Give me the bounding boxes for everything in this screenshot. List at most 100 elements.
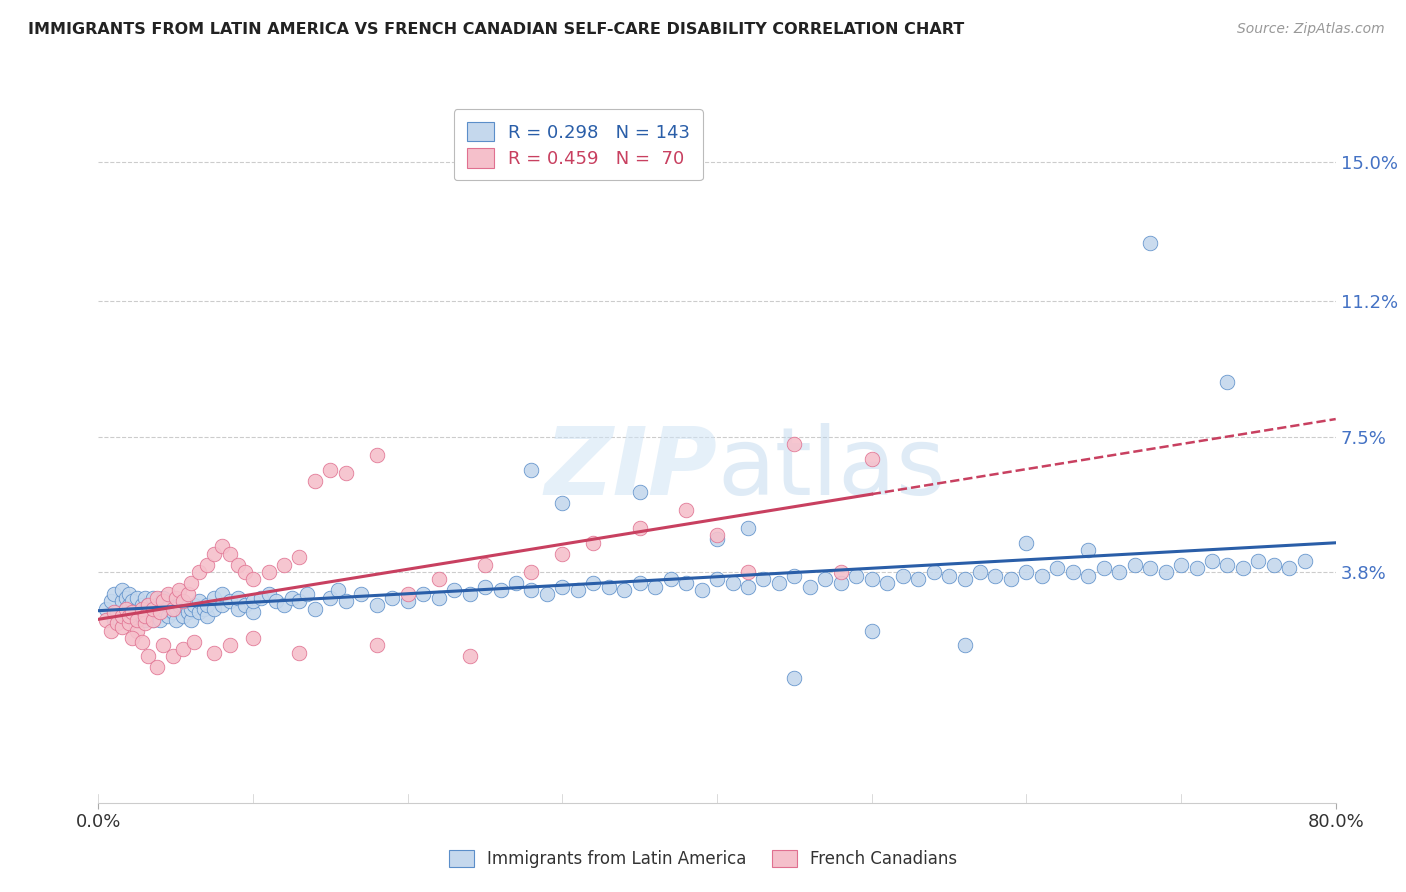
Point xyxy=(474,580,496,594)
Point xyxy=(250,591,273,605)
Point xyxy=(165,591,187,605)
Point xyxy=(177,587,200,601)
Point xyxy=(204,601,226,615)
Point xyxy=(121,594,143,608)
Point xyxy=(953,573,976,587)
Point xyxy=(1170,558,1192,572)
Point xyxy=(489,583,512,598)
Point xyxy=(118,587,141,601)
Point xyxy=(211,540,233,554)
Point xyxy=(121,606,143,620)
Point xyxy=(211,587,233,601)
Point xyxy=(412,587,434,601)
Point xyxy=(242,573,264,587)
Point xyxy=(675,503,697,517)
Point xyxy=(690,583,713,598)
Point xyxy=(142,613,165,627)
Point xyxy=(536,587,558,601)
Point xyxy=(149,601,172,615)
Point xyxy=(737,521,759,535)
Point xyxy=(783,437,806,451)
Point xyxy=(103,613,125,627)
Point xyxy=(204,646,226,660)
Point xyxy=(167,583,190,598)
Point xyxy=(165,601,187,615)
Point xyxy=(675,576,697,591)
Point xyxy=(266,594,288,608)
Point xyxy=(100,594,122,608)
Point xyxy=(136,598,159,612)
Point xyxy=(1000,573,1022,587)
Point xyxy=(613,583,636,598)
Point xyxy=(737,565,759,579)
Point xyxy=(121,606,143,620)
Point xyxy=(131,598,153,612)
Point xyxy=(131,634,153,648)
Point xyxy=(146,591,169,605)
Point xyxy=(177,606,200,620)
Point xyxy=(118,609,141,624)
Point xyxy=(427,573,450,587)
Point xyxy=(165,613,187,627)
Point xyxy=(188,606,211,620)
Point xyxy=(1031,568,1053,582)
Point xyxy=(1263,558,1285,572)
Point xyxy=(183,634,205,648)
Point xyxy=(297,587,319,601)
Point xyxy=(907,573,929,587)
Point xyxy=(173,642,195,657)
Point xyxy=(845,568,868,582)
Point xyxy=(118,598,141,612)
Point xyxy=(721,576,744,591)
Point xyxy=(118,609,141,624)
Point xyxy=(127,613,149,627)
Point xyxy=(146,609,169,624)
Point xyxy=(860,573,883,587)
Point xyxy=(195,558,218,572)
Point xyxy=(226,558,249,572)
Point xyxy=(195,598,218,612)
Point xyxy=(149,613,172,627)
Point xyxy=(1139,235,1161,250)
Point xyxy=(127,591,149,605)
Point xyxy=(162,649,184,664)
Point xyxy=(814,573,837,587)
Point xyxy=(458,587,481,601)
Point xyxy=(134,609,156,624)
Point xyxy=(162,601,184,615)
Point xyxy=(157,598,180,612)
Point xyxy=(396,587,419,601)
Legend: R = 0.298   N = 143, R = 0.459   N =  70: R = 0.298 N = 143, R = 0.459 N = 70 xyxy=(454,109,703,180)
Point xyxy=(273,598,295,612)
Point xyxy=(96,613,118,627)
Point xyxy=(737,580,759,594)
Point xyxy=(366,598,388,612)
Point xyxy=(204,591,226,605)
Point xyxy=(1015,536,1038,550)
Point xyxy=(319,462,342,476)
Point xyxy=(242,606,264,620)
Point xyxy=(1154,565,1177,579)
Point xyxy=(195,609,218,624)
Point xyxy=(458,649,481,664)
Point xyxy=(830,565,852,579)
Point xyxy=(1278,561,1301,575)
Point xyxy=(152,594,174,608)
Point xyxy=(242,594,264,608)
Point xyxy=(136,649,159,664)
Point xyxy=(127,613,149,627)
Point xyxy=(103,587,125,601)
Point xyxy=(1077,568,1099,582)
Point xyxy=(706,573,728,587)
Point xyxy=(142,591,165,605)
Point xyxy=(111,583,134,598)
Point xyxy=(876,576,898,591)
Point xyxy=(121,631,143,645)
Point xyxy=(768,576,790,591)
Point xyxy=(628,521,651,535)
Point xyxy=(180,601,202,615)
Point xyxy=(136,598,159,612)
Point xyxy=(105,606,128,620)
Point xyxy=(157,587,180,601)
Point xyxy=(142,601,165,615)
